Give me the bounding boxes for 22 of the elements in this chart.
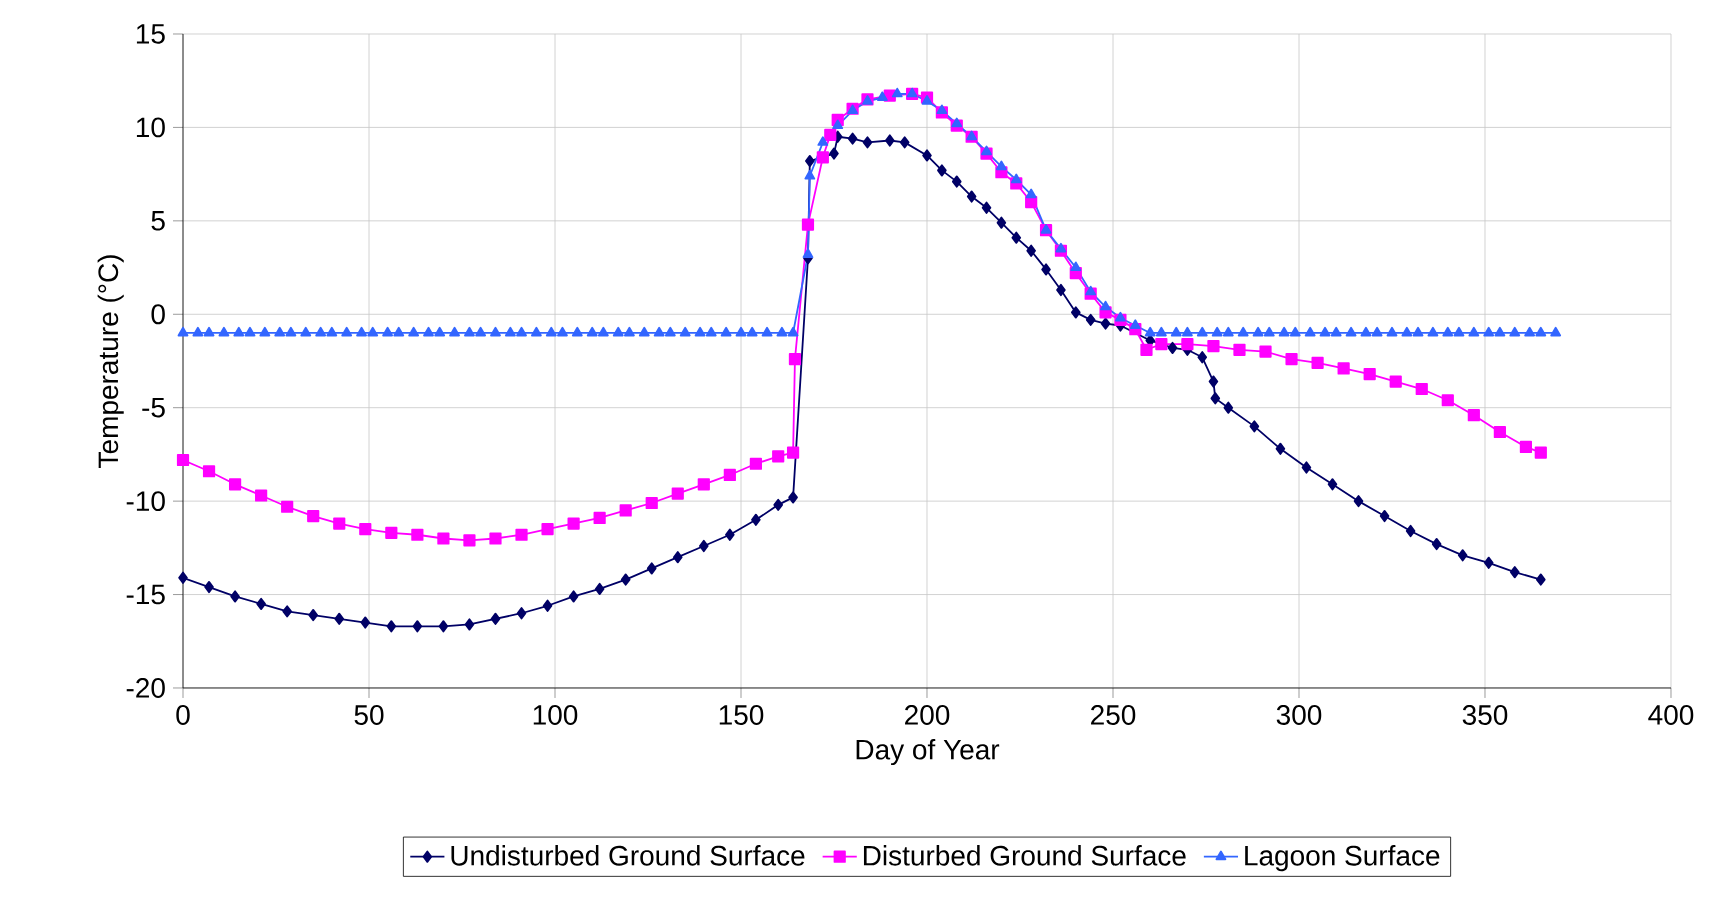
x-tick-label: 150 — [719, 705, 764, 725]
legend-label: Lagoon Surface — [1245, 845, 1440, 872]
y-axis-title: Temperature (°C) — [97, 255, 124, 468]
y-tick-label: -5 — [142, 397, 165, 418]
legend-label: Undisturbed Ground Surface — [451, 845, 805, 866]
y-tick-label: 10 — [136, 117, 165, 138]
y-tick-label: -10 — [126, 491, 165, 512]
x-tick-label: 0 — [176, 705, 190, 725]
x-axis-title: Day of Year — [856, 739, 1000, 766]
x-tick-label: 350 — [1462, 705, 1508, 725]
y-tick-label: 5 — [151, 211, 165, 231]
legend-label: Disturbed Ground Surface — [863, 845, 1186, 866]
x-tick-label: 50 — [354, 705, 384, 725]
x-tick-label: 100 — [533, 705, 578, 725]
x-tick-label: 400 — [1648, 705, 1694, 725]
y-tick-label: 0 — [151, 304, 165, 325]
x-tick-label: 200 — [905, 705, 950, 725]
y-tick-label: -15 — [126, 584, 165, 605]
x-tick-label: 300 — [1276, 705, 1322, 725]
x-tick-label: 250 — [1091, 705, 1136, 725]
y-tick-label: -20 — [126, 678, 165, 698]
y-tick-label: 15 — [136, 24, 165, 44]
